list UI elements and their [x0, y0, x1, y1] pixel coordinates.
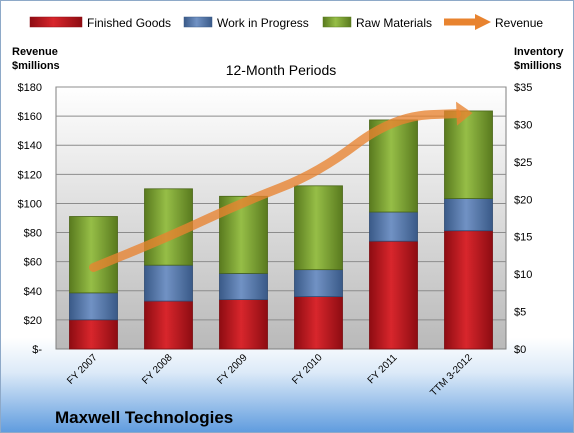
bar-raw-materials — [294, 185, 343, 271]
left-axis-tick-label: $40 — [24, 286, 42, 298]
left-axis-title-line1: Revenue — [12, 46, 58, 58]
right-axis-tick-label: $5 — [514, 307, 526, 319]
bar-work-in-progress — [219, 272, 268, 300]
left-axis-tick-label: $140 — [18, 140, 42, 152]
left-axis-tick-label: $20 — [24, 315, 42, 327]
bar-finished-goods — [144, 300, 193, 350]
left-axis-tick-label: $100 — [18, 198, 42, 210]
bar-work-in-progress — [444, 198, 493, 232]
right-axis-tick-label: $0 — [514, 344, 526, 356]
right-axis-tick-label: $20 — [514, 194, 532, 206]
legend-swatch-raw-materials — [322, 16, 352, 28]
left-axis-ticks: $- $20 $40 $60 $80 $100 $120 $140 $160 $180 — [18, 82, 43, 356]
revenue-line-group — [89, 101, 473, 272]
right-axis-tick-label: $30 — [514, 119, 532, 131]
bar-finished-goods — [69, 319, 118, 350]
right-axis-tick-label: $25 — [514, 157, 532, 169]
revenue-line — [89, 109, 462, 272]
chart-title: 12-Month Periods — [226, 62, 337, 78]
bar-finished-goods — [444, 230, 493, 350]
left-axis-tick-label: $120 — [18, 169, 42, 181]
plot-area — [55, 86, 507, 350]
gridlines — [56, 86, 506, 321]
left-axis-tick-label: $- — [32, 344, 42, 356]
bar-finished-goods — [369, 240, 418, 350]
right-axis-tick-label: $10 — [514, 269, 532, 281]
right-axis-title-line2: $millions — [514, 60, 562, 72]
left-axis-tick-label: $80 — [24, 228, 42, 240]
bar-raw-materials — [69, 216, 118, 294]
right-axis-tick-label: $15 — [514, 232, 532, 244]
legend-label-work-in-progress: Work in Progress — [217, 16, 309, 30]
legend-arrow-revenue — [475, 14, 491, 30]
bar-work-in-progress — [294, 269, 343, 298]
bar-finished-goods — [219, 299, 268, 350]
left-axis-title-line2: $millions — [12, 60, 60, 72]
legend-swatch-finished-goods — [29, 16, 83, 28]
revenue-arrowhead — [456, 101, 473, 126]
bar-work-in-progress — [369, 211, 418, 242]
bar-finished-goods — [294, 296, 343, 350]
left-axis-tick-label: $160 — [18, 111, 42, 123]
right-axis-title-line1: Inventory — [514, 46, 564, 58]
legend-label-finished-goods: Finished Goods — [87, 16, 171, 30]
legend: Finished Goods Work in Progress Raw Mate… — [29, 14, 543, 30]
legend-label-revenue: Revenue — [495, 16, 543, 30]
bar-work-in-progress — [69, 292, 118, 321]
left-axis-tick-label: $60 — [24, 257, 42, 269]
right-axis-tick-label: $35 — [514, 82, 532, 94]
bar-work-in-progress — [144, 264, 193, 302]
left-axis-tick-label: $180 — [18, 82, 42, 94]
legend-label-raw-materials: Raw Materials — [356, 16, 432, 30]
right-axis-ticks: $0 $5 $10 $15 $20 $25 $30 $35 — [514, 82, 532, 356]
bar-series — [69, 110, 493, 350]
legend-swatch-work-in-progress — [183, 16, 213, 28]
bar-raw-materials — [444, 110, 493, 199]
company-name: Maxwell Technologies — [55, 408, 233, 427]
